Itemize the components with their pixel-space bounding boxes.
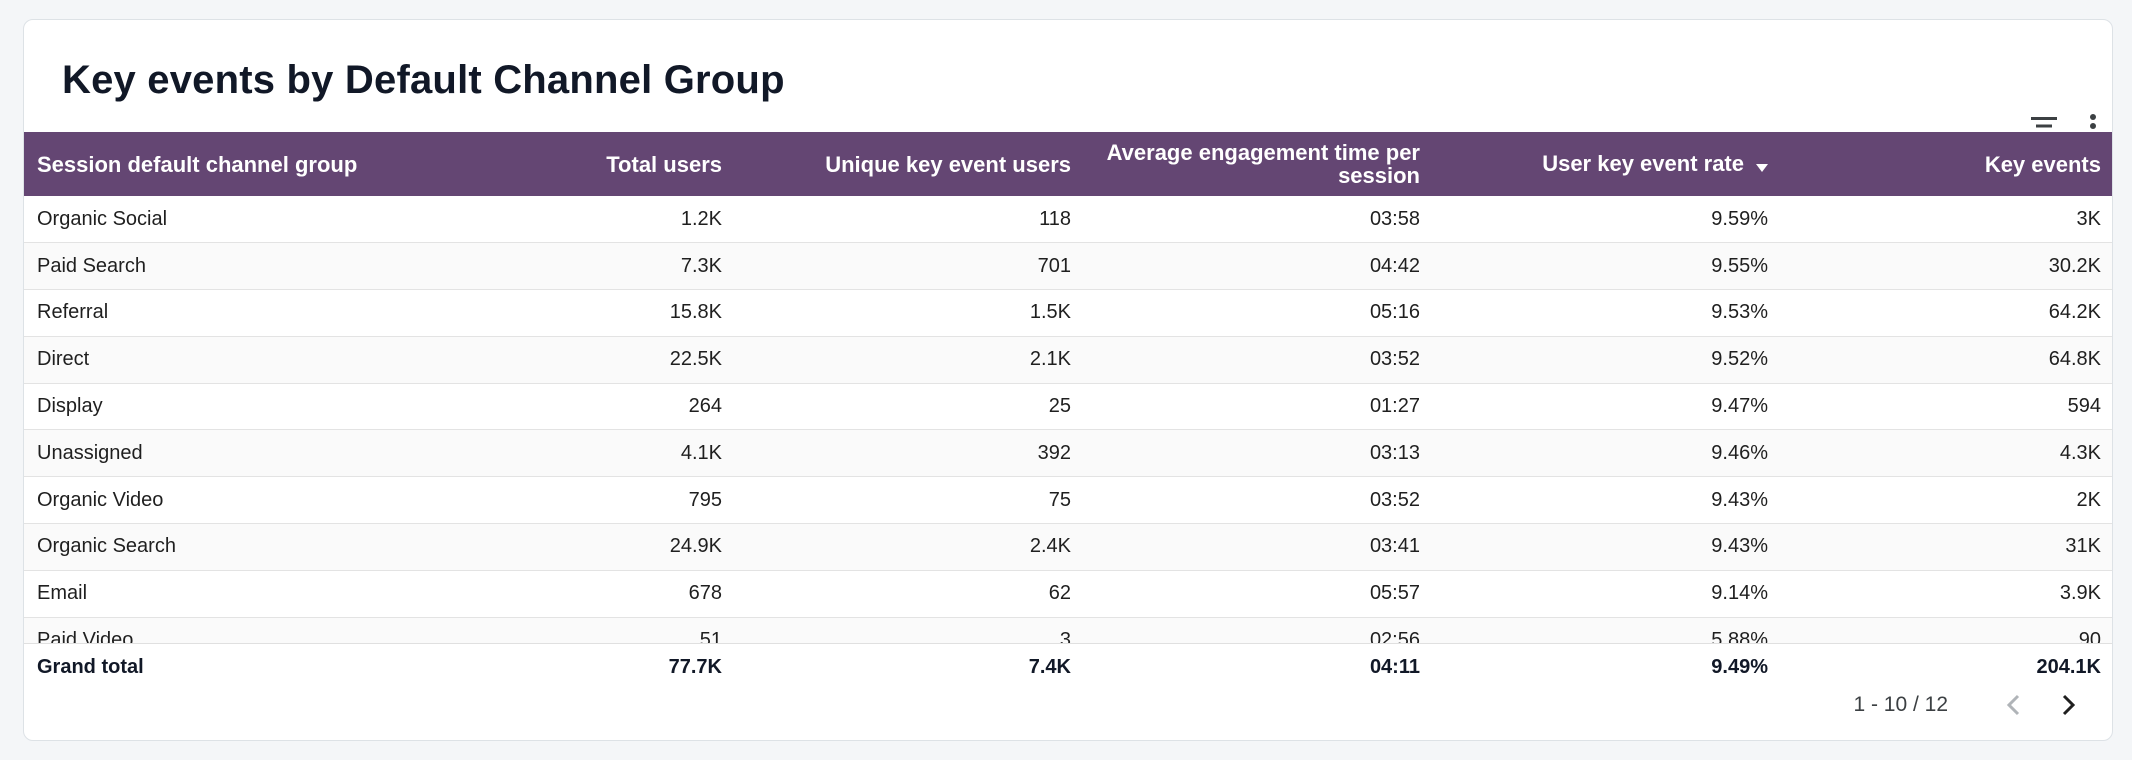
table-cell: 01:27 [1084,383,1433,431]
table-row[interactable]: Organic Social 1.2K 118 03:58 9.59% 3K [24,196,2112,244]
table-cell: 90 [1781,617,2112,643]
total-cell: 9.49% [1711,655,1768,678]
more-vert-icon[interactable] [2073,106,2112,146]
table-cell: 15.8K [400,289,735,337]
table-cell: 1.2K [400,196,735,244]
table-body-scroll[interactable]: Organic Social 1.2K 118 03:58 9.59% 3K Paid Se… [24,196,2112,644]
table-cell: 03:52 [1084,336,1433,384]
table-cell: Referral [24,289,400,337]
table-row[interactable]: Direct 22.5K 2.1K 03:52 9.52% 64.8K [24,336,2112,384]
total-cell: 7.4K [1028,655,1071,678]
table-cell: 62 [735,570,1084,618]
table-row[interactable]: Organic Search 24.9K 2.4K 03:41 9.43% 31K [24,523,2112,571]
table-cell: Direct [24,336,400,384]
table-cell: 9.43% [1433,523,1781,571]
column-header-key-events[interactable]: Key events [1984,151,2101,177]
table-cell: 9.46% [1433,429,1781,478]
table-cell: 05:57 [1084,570,1433,618]
table-cell: 03:13 [1084,429,1433,478]
table-row[interactable]: Referral 15.8K 1.5K 05:16 9.53% 64.2K [24,289,2112,337]
table-cell: 24.9K [400,523,735,571]
table-row[interactable]: Display 264 25 01:27 9.47% 594 [24,383,2112,431]
table-cell: Email [24,570,400,618]
table-cell: 264 [400,383,735,431]
table-cell: 4.1K [400,429,735,478]
table-cell: Paid Search [24,242,400,291]
total-cell: 204.1K [2036,655,2102,678]
table-row[interactable]: Paid Video 51 3 02:56 5.88% 90 [24,617,2112,643]
table-cell: 795 [400,476,735,525]
table-cell: 03:41 [1084,523,1433,571]
table-cell: 04:42 [1084,242,1433,291]
table-row[interactable]: Unassigned 4.1K 392 03:13 9.46% 4.3K [24,429,2112,478]
total-cell: 77.7K [668,655,722,678]
column-header-avg-engagement-time[interactable]: Average engagement time per session [1106,140,1420,188]
table-cell: Display [24,383,400,431]
table-cell: Unassigned [24,429,400,478]
table-header: Session default channel group Total user… [24,132,2112,196]
table-cell: 64.8K [1781,336,2112,384]
table-cell: Organic Social [24,196,400,244]
table-card: Key events by Default Channel Group Sess… [23,19,2113,741]
table-cell: 7.3K [400,242,735,291]
total-cell: Grand total [37,655,144,678]
table-cell: 9.55% [1433,242,1781,291]
data-table: Session default channel group Total user… [24,132,2112,690]
table-cell: 118 [735,196,1084,244]
column-header-total-users[interactable]: Total users [606,151,722,177]
column-header-user-key-event-rate[interactable]: User key event rate [1433,132,1781,196]
column-header-channel[interactable]: Session default channel group [37,151,358,177]
table-cell: 9.14% [1433,570,1781,618]
table-row[interactable]: Organic Video 795 75 03:52 9.43% 2K [24,476,2112,525]
table-cell: 31K [1781,523,2112,571]
table-cell: 2K [1781,476,2112,525]
table-cell: 03:52 [1084,476,1433,525]
chevron-left-icon[interactable] [1992,684,2034,726]
table-cell: 9.52% [1433,336,1781,384]
total-cell: 04:11 [1369,655,1420,678]
table-cell: 594 [1781,383,2112,431]
table-cell: 25 [735,383,1084,431]
table-cell: 02:56 [1084,617,1433,643]
table-cell: 3.9K [1781,570,2112,618]
table-cell: 9.47% [1433,383,1781,431]
table-cell: 3K [1781,196,2112,244]
grand-total-row: Grand total 77.7K 7.4K 04:11 9.49% 204.1… [24,644,2112,690]
table-cell: 1.5K [735,289,1084,337]
table-cell: 678 [400,570,735,618]
table-cell: 9.43% [1433,476,1781,525]
page-range-label: 1 - 10 / 12 [1853,693,1948,716]
table-cell: 03:58 [1084,196,1433,244]
pagination: 1 - 10 / 12 [1853,684,2090,726]
chevron-right-icon[interactable] [2048,684,2090,726]
table-row[interactable]: Paid Search 7.3K 701 04:42 9.55% 30.2K [24,242,2112,291]
table-cell: 30.2K [1781,242,2112,291]
table-cell: 64.2K [1781,289,2112,337]
table-cell: 9.53% [1433,289,1781,337]
column-header-unique-key-event-users[interactable]: Unique key event users [825,151,1071,177]
table-cell: Organic Search [24,523,400,571]
table-cell: 2.4K [735,523,1084,571]
table-cell: 3 [735,617,1084,643]
card-title: Key events by Default Channel Group [62,58,785,102]
table-cell: 392 [735,429,1084,478]
table-body: Organic Social 1.2K 118 03:58 9.59% 3K Paid Se… [24,196,2112,643]
table-cell: Organic Video [24,476,400,525]
table-cell: Paid Video [24,617,400,643]
sort-down-icon [1756,153,1768,176]
table-cell: 75 [735,476,1084,525]
table-cell: 5.88% [1433,617,1781,643]
table-cell: 05:16 [1084,289,1433,337]
header-row: Session default channel group Total user… [24,132,2112,196]
table-cell: 4.3K [1781,429,2112,478]
table-row[interactable]: Email 678 62 05:57 9.14% 3.9K [24,570,2112,618]
table-footer: Grand total 77.7K 7.4K 04:11 9.49% 204.1… [24,644,2112,690]
filter-icon[interactable] [2024,106,2064,146]
table-cell: 701 [735,242,1084,291]
table-cell: 2.1K [735,336,1084,384]
table-cell: 51 [400,617,735,643]
table-cell: 22.5K [400,336,735,384]
table-cell: 9.59% [1433,196,1781,244]
